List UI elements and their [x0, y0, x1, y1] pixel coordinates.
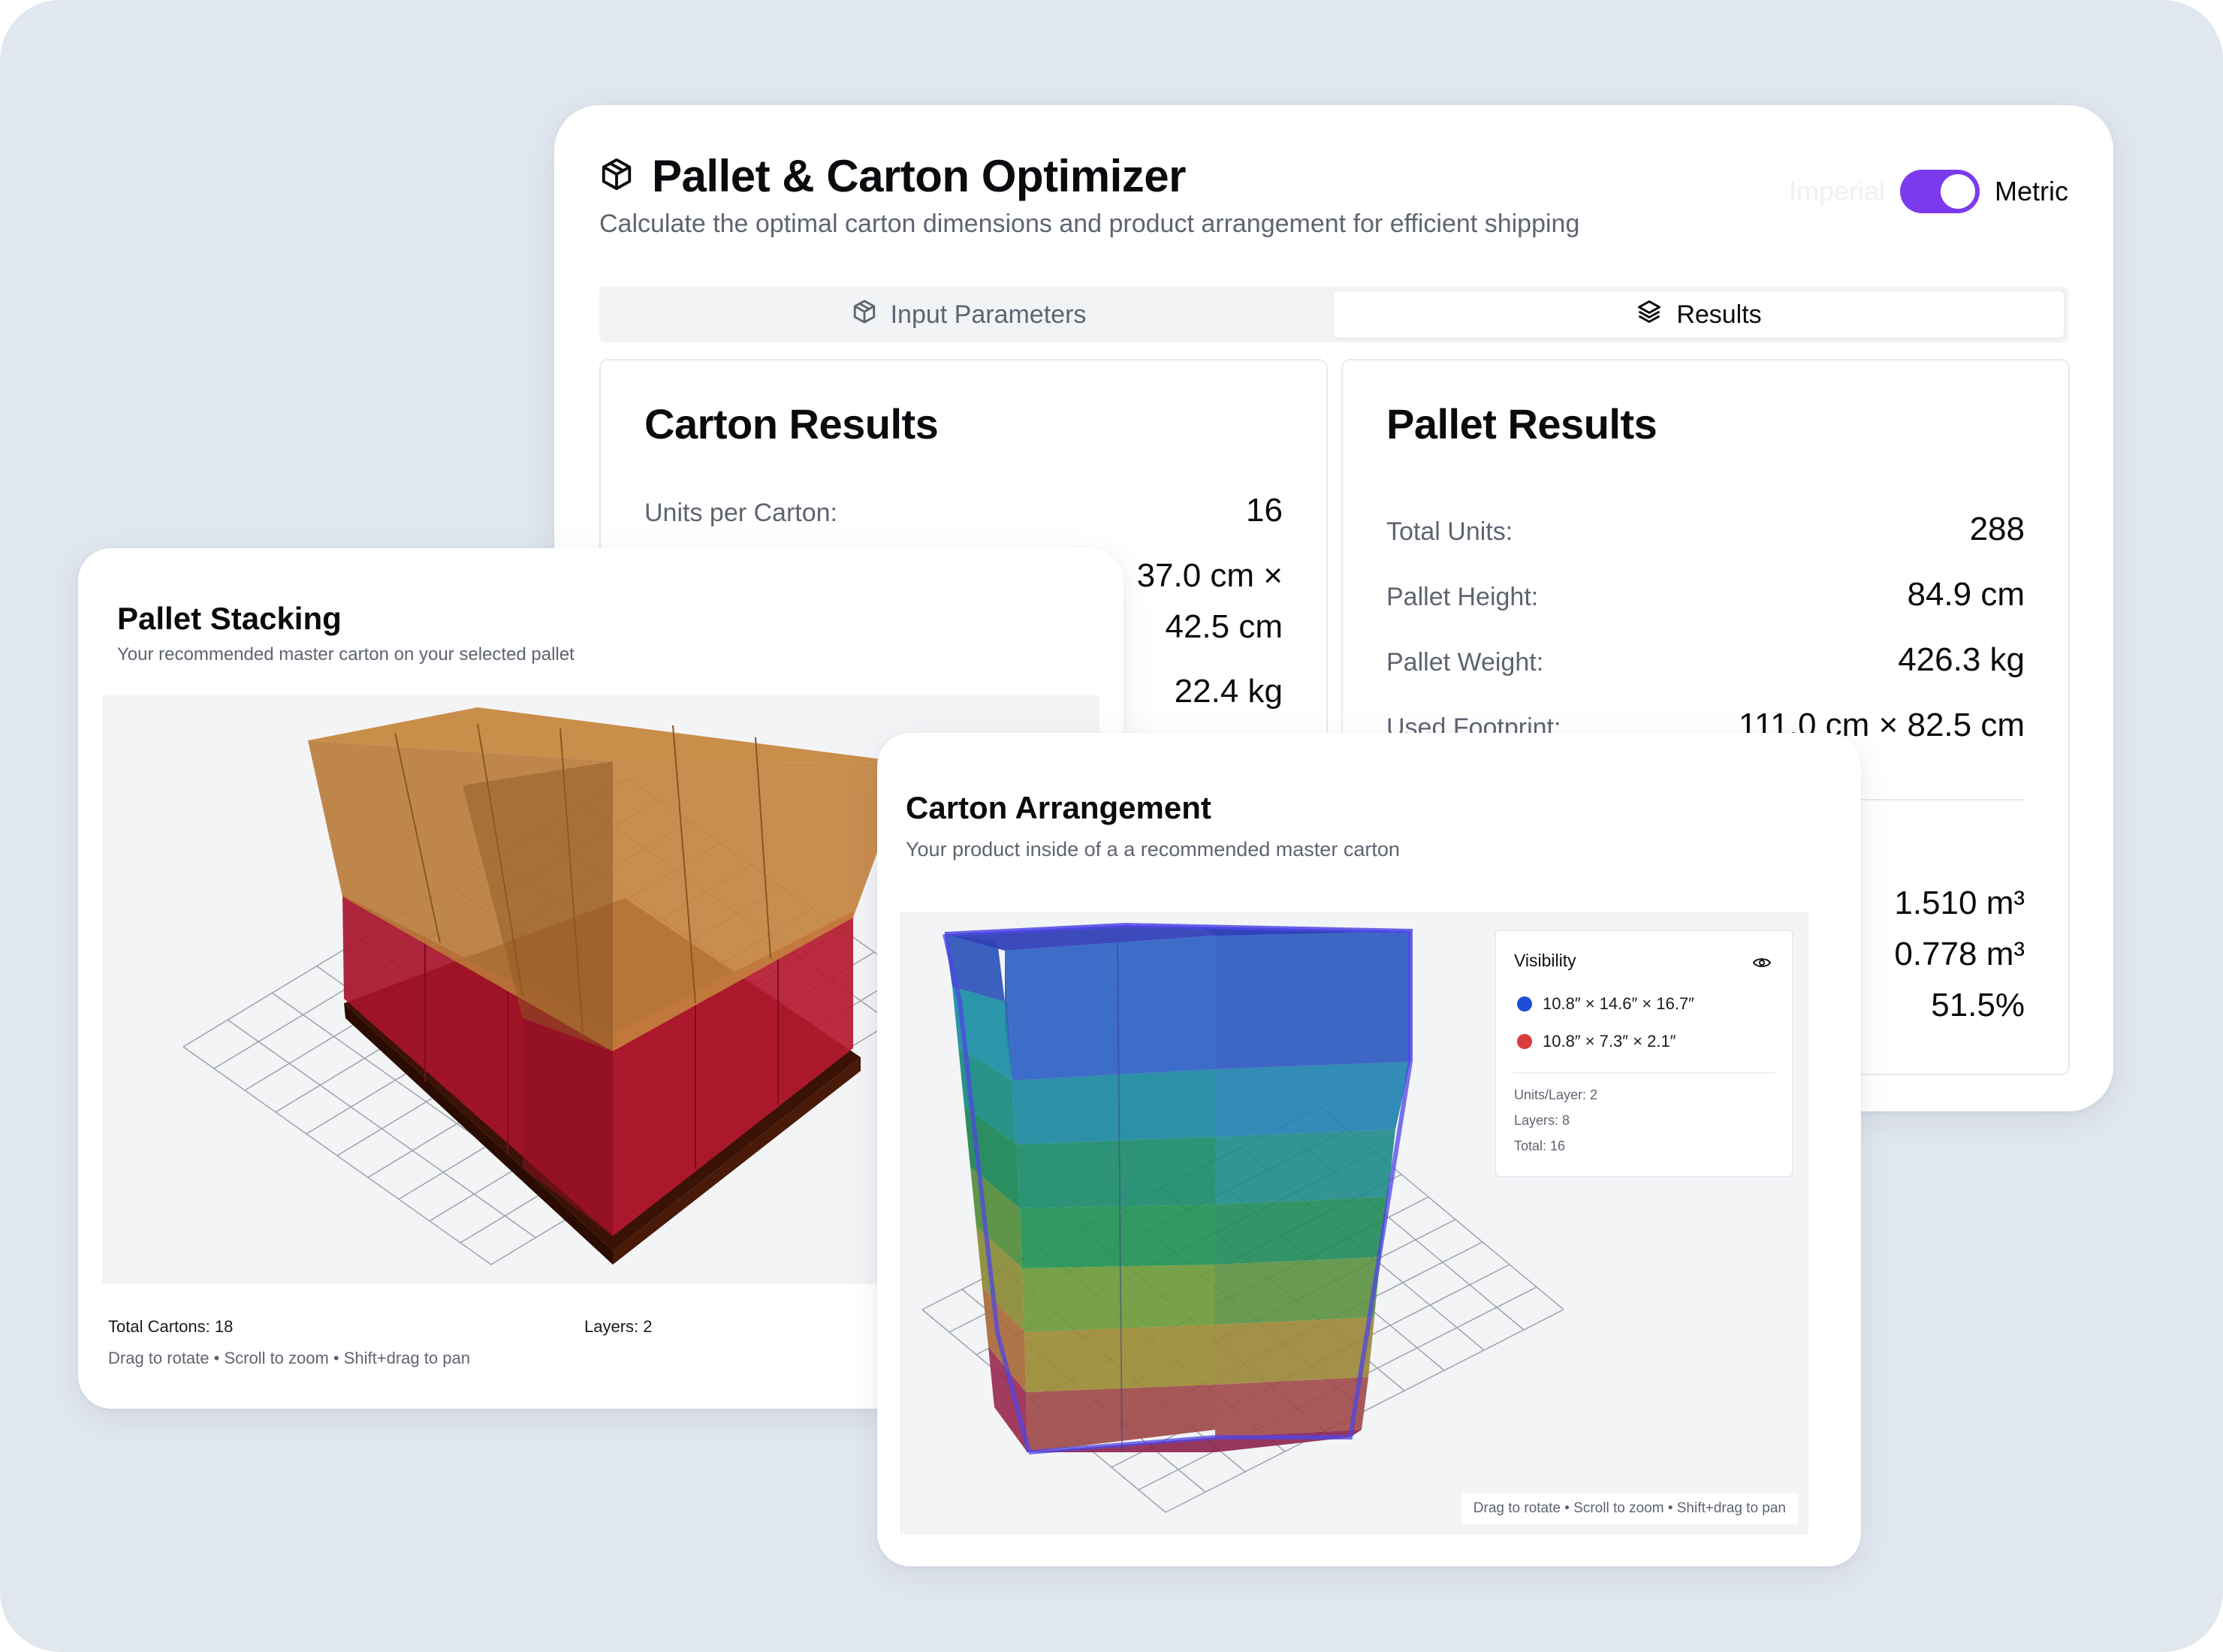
viewport-hint: Drag to rotate • Scroll to zoom • Shift+… — [108, 1349, 470, 1367]
eye-icon[interactable] — [1752, 957, 1772, 969]
layers-text: Layers: 2 — [584, 1317, 653, 1336]
total-cartons-text: Total Cartons: 18 — [108, 1317, 234, 1336]
tab-bar: Input Parameters Results — [599, 287, 2068, 342]
tab-label: Results — [1676, 300, 1762, 329]
tab-label: Input Parameters — [890, 300, 1087, 329]
product-layers — [943, 922, 1413, 1455]
legend-item-product[interactable]: 10.8″ × 7.3″ × 2.1″ — [1517, 1032, 1676, 1051]
visibility-divider — [1513, 1072, 1775, 1074]
carton-arrangement-card: Carton Arrangement Your product inside o… — [877, 733, 1861, 1566]
carton-3d-viewport[interactable]: Visibility 10.8″ × 14.6″ × 16.7″ 10.8″ ×… — [900, 912, 1808, 1535]
carton-arrangement-title: Carton Arrangement — [906, 790, 1211, 825]
total-units-label: Total Units: — [1386, 517, 1513, 546]
carton-dimensions-line1: 37.0 cm × — [1136, 557, 1283, 594]
units-per-carton-row: Units per Carton: 16 — [644, 492, 1283, 529]
carton-results-title: Carton Results — [644, 400, 939, 448]
toggle-knob — [1941, 174, 1975, 209]
viewport-hint: Drag to rotate • Scroll to zoom • Shift+… — [1461, 1493, 1798, 1524]
legend-dot-blue — [1517, 996, 1532, 1011]
visibility-panel: Visibility 10.8″ × 14.6″ × 16.7″ 10.8″ ×… — [1495, 930, 1793, 1177]
pallet-height-label: Pallet Height: — [1386, 583, 1539, 611]
legend-item-master-carton[interactable]: 10.8″ × 14.6″ × 16.7″ — [1517, 994, 1694, 1014]
unit-toggle-group: Imperial Metric — [1789, 170, 2068, 213]
cargo-volume-value: 0.778 m³ — [1894, 936, 2025, 972]
carton-weight-value: 22.4 kg — [1174, 673, 1283, 710]
pallet-height-row: Pallet Height: 84.9 cm — [1386, 576, 2025, 613]
layers-count-text: Layers: 8 — [1514, 1113, 1570, 1128]
total-units-text: Total: 16 — [1514, 1138, 1566, 1153]
pallet-stacking-title: Pallet Stacking — [117, 601, 342, 636]
pallet-results-title: Pallet Results — [1386, 400, 1657, 448]
units-per-carton-label: Units per Carton: — [644, 499, 837, 527]
layers-icon — [1636, 298, 1663, 332]
total-units-row: Total Units: 288 — [1386, 511, 2025, 548]
units-per-carton-value: 16 — [1246, 492, 1283, 529]
pallet-weight-label: Pallet Weight: — [1386, 648, 1544, 677]
visibility-title: Visibility — [1514, 951, 1576, 970]
legend-label: 10.8″ × 7.3″ × 2.1″ — [1543, 1032, 1676, 1051]
pallet-stacking-subtitle: Your recommended master carton on your s… — [117, 644, 575, 665]
pallet-volume-value: 1.510 m³ — [1894, 885, 2025, 921]
pallet-height-value: 84.9 cm — [1907, 576, 2025, 613]
upper-carton-layer — [308, 707, 910, 1051]
tab-results[interactable]: Results — [1334, 291, 2064, 338]
pallet-weight-value: 426.3 kg — [1898, 641, 2025, 678]
app-header: Pallet & Carton Optimizer Calculate the … — [599, 150, 2068, 263]
pallet-weight-row: Pallet Weight: 426.3 kg — [1386, 641, 2025, 679]
units-per-layer-text: Units/Layer: 2 — [1514, 1087, 1598, 1102]
box-icon — [852, 299, 877, 331]
imperial-label[interactable]: Imperial — [1788, 176, 1885, 206]
carton-dimensions-line2: 42.5 cm — [1165, 608, 1283, 645]
page-subtitle: Calculate the optimal carton dimensions … — [599, 210, 1580, 238]
efficiency-value: 51.5% — [1931, 987, 2025, 1023]
carton-3d-scene — [921, 922, 1564, 1513]
carton-arrangement-subtitle: Your product inside of a a recommended m… — [906, 838, 1400, 861]
metric-label[interactable]: Metric — [1995, 176, 2068, 206]
page-title: Pallet & Carton Optimizer — [652, 151, 1186, 201]
legend-label: 10.8″ × 14.6″ × 16.7″ — [1543, 994, 1694, 1013]
box-icon — [599, 157, 634, 195]
total-units-value: 288 — [1969, 511, 2025, 547]
tab-input-parameters[interactable]: Input Parameters — [604, 291, 1334, 338]
pallet-3d-scene — [182, 707, 937, 1265]
legend-dot-red — [1517, 1034, 1532, 1049]
unit-toggle[interactable] — [1900, 170, 1980, 213]
